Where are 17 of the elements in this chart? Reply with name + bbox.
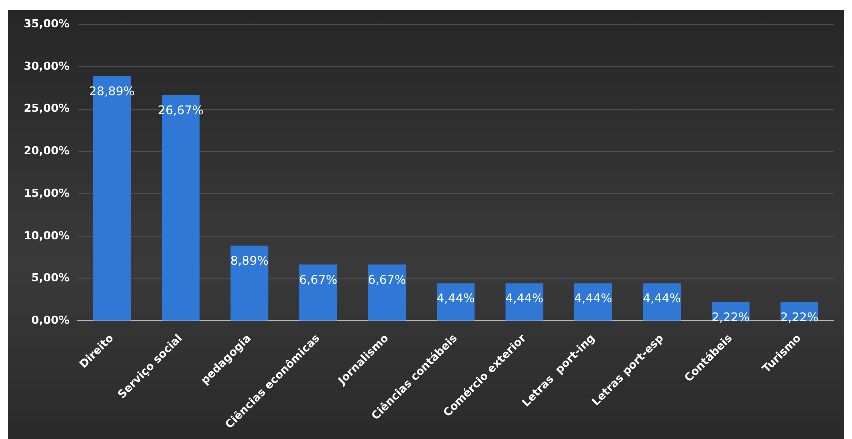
data-label: 2,22% (780, 310, 819, 325)
data-label: 8,89% (230, 254, 269, 268)
data-label: 6,67% (299, 272, 338, 287)
y-tick-label: 15,00% (24, 186, 70, 200)
y-tick-label: 30,00% (24, 60, 70, 73)
y-tick-label: 5,00% (32, 272, 70, 285)
data-label: 4,44% (643, 292, 682, 306)
y-tick-label: 20,00% (24, 144, 70, 158)
data-label: 4,44% (506, 292, 544, 306)
y-tick-label: 25,00% (24, 102, 70, 116)
data-label: 2,22% (712, 310, 750, 325)
data-label: 6,67% (368, 272, 406, 287)
data-label: 4,44% (436, 292, 475, 306)
y-tick-label: 0,00% (32, 314, 70, 328)
data-label: 4,44% (574, 292, 612, 306)
y-tick-label: 10,00% (24, 229, 70, 242)
y-tick-label: 35,00% (24, 17, 70, 30)
